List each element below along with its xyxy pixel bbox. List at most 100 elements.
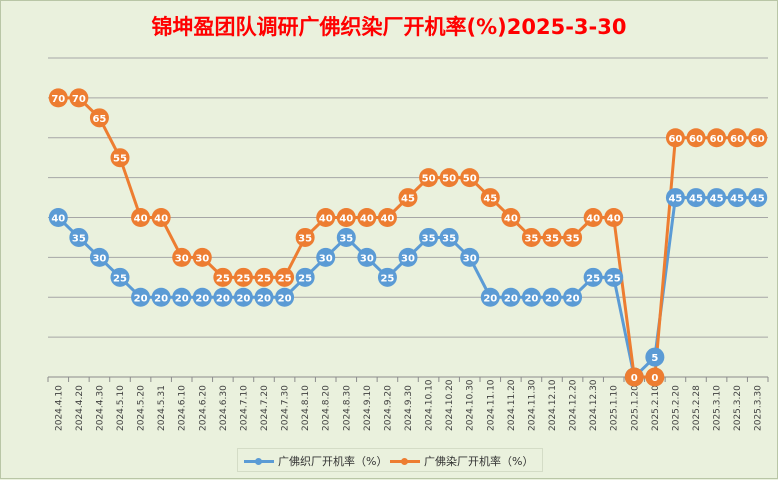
data-point-0: [89, 247, 109, 267]
x-tick-label: 2024.11.10: [486, 379, 496, 431]
x-tick-label: 2024.4.30: [95, 385, 105, 431]
data-label-0: 25: [113, 273, 127, 284]
data-label-0: 35: [72, 233, 86, 244]
data-point-0: [439, 227, 459, 247]
data-point-1: [501, 208, 521, 227]
data-label-0: 30: [463, 253, 477, 264]
x-tick-label: 2024.8.10: [301, 385, 311, 431]
data-point-0: [480, 287, 500, 307]
data-label-0: 35: [442, 233, 456, 244]
data-point-1: [398, 188, 418, 208]
data-label-1: 70: [51, 94, 65, 105]
data-point-0: [233, 287, 253, 307]
data-label-1: 30: [175, 253, 189, 264]
legend-item-weaving: 广佛织厂开机率（%）: [244, 453, 387, 469]
data-label-0: 20: [134, 293, 148, 304]
data-label-0: 20: [524, 293, 538, 304]
data-label-1: 70: [72, 94, 86, 105]
data-label-0: 20: [504, 293, 518, 304]
data-point-1: [131, 208, 151, 227]
data-label-0: 20: [278, 293, 292, 304]
data-point-0: [275, 287, 295, 307]
x-tick-label: 2024.9.20: [383, 385, 393, 431]
data-point-1: [665, 128, 685, 148]
data-point-0: [377, 267, 397, 287]
legend: 广佛织厂开机率（%） 广佛染厂开机率（%）: [237, 448, 543, 472]
data-label-0: 20: [195, 293, 209, 304]
data-point-1: [480, 188, 500, 208]
data-point-1: [604, 208, 624, 227]
x-tick-label: 2024.11.20: [507, 379, 517, 431]
x-tick-label: 2025.3.10: [713, 385, 723, 431]
data-label-1: 25: [236, 273, 250, 284]
x-tick-label: 2024.6.20: [198, 385, 208, 431]
data-label-1: 65: [92, 114, 106, 125]
data-label-1: 40: [360, 214, 374, 225]
data-point-0: [583, 267, 603, 287]
data-point-0: [521, 287, 541, 307]
data-point-0: [131, 287, 151, 307]
data-label-1: 40: [319, 214, 333, 225]
data-point-1: [192, 247, 212, 267]
data-label-0: 45: [668, 194, 682, 205]
data-point-1: [336, 208, 356, 227]
x-tick-label: 2024.7.20: [260, 385, 270, 431]
x-tick-label: 2024.7.10: [239, 385, 249, 431]
data-label-0: 20: [154, 293, 168, 304]
x-tick-label: 2024.8.30: [342, 385, 352, 431]
data-point-0: [665, 188, 685, 208]
data-label-0: 20: [483, 293, 497, 304]
x-tick-label: 2024.6.10: [178, 385, 188, 431]
x-tick-label: 2025.3.20: [733, 385, 743, 431]
x-tick-label: 2024.10.10: [425, 379, 435, 431]
data-label-0: 45: [710, 194, 724, 205]
data-point-0: [172, 287, 192, 307]
data-point-0: [645, 347, 665, 367]
data-label-0: 20: [257, 293, 271, 304]
data-label-1: 35: [298, 233, 312, 244]
data-point-1: [110, 148, 130, 168]
data-point-1: [377, 208, 397, 227]
data-point-0: [501, 287, 521, 307]
data-point-1: [727, 128, 747, 148]
data-point-1: [583, 208, 603, 227]
data-label-1: 35: [566, 233, 580, 244]
data-point-0: [707, 188, 727, 208]
x-tick-label: 2025.3.30: [754, 385, 764, 431]
data-label-1: 0: [651, 373, 658, 384]
data-label-1: 45: [401, 194, 415, 205]
data-label-1: 40: [380, 214, 394, 225]
legend-item-dyeing: 广佛染厂开机率（%）: [390, 453, 533, 469]
data-point-1: [563, 227, 583, 247]
x-tick-label: 2024.8.20: [322, 385, 332, 431]
data-label-0: 30: [360, 253, 374, 264]
data-point-1: [542, 227, 562, 247]
data-point-1: [460, 168, 480, 188]
data-point-0: [48, 208, 68, 227]
data-point-1: [357, 208, 377, 227]
data-point-0: [748, 188, 768, 208]
data-label-0: 40: [51, 214, 65, 225]
data-point-0: [110, 267, 130, 287]
data-label-1: 35: [524, 233, 538, 244]
data-label-1: 25: [257, 273, 271, 284]
data-label-1: 25: [278, 273, 292, 284]
data-label-0: 25: [380, 273, 394, 284]
x-tick-label: 2024.5.31: [157, 385, 167, 431]
x-tick-label: 2025.2.20: [671, 385, 681, 431]
data-point-1: [89, 108, 109, 128]
data-point-0: [336, 227, 356, 247]
data-label-1: 50: [463, 174, 477, 185]
data-point-1: [645, 367, 665, 387]
data-label-0: 25: [298, 273, 312, 284]
data-label-1: 60: [710, 134, 724, 145]
data-point-1: [686, 128, 706, 148]
data-point-1: [254, 267, 274, 287]
x-tick-label: 2024.4.20: [75, 385, 85, 431]
data-point-1: [233, 267, 253, 287]
x-tick-label: 2024.11.30: [527, 379, 537, 431]
legend-label-weaving: 广佛织厂开机率（%）: [278, 455, 388, 468]
data-label-1: 45: [483, 194, 497, 205]
data-point-1: [275, 267, 295, 287]
